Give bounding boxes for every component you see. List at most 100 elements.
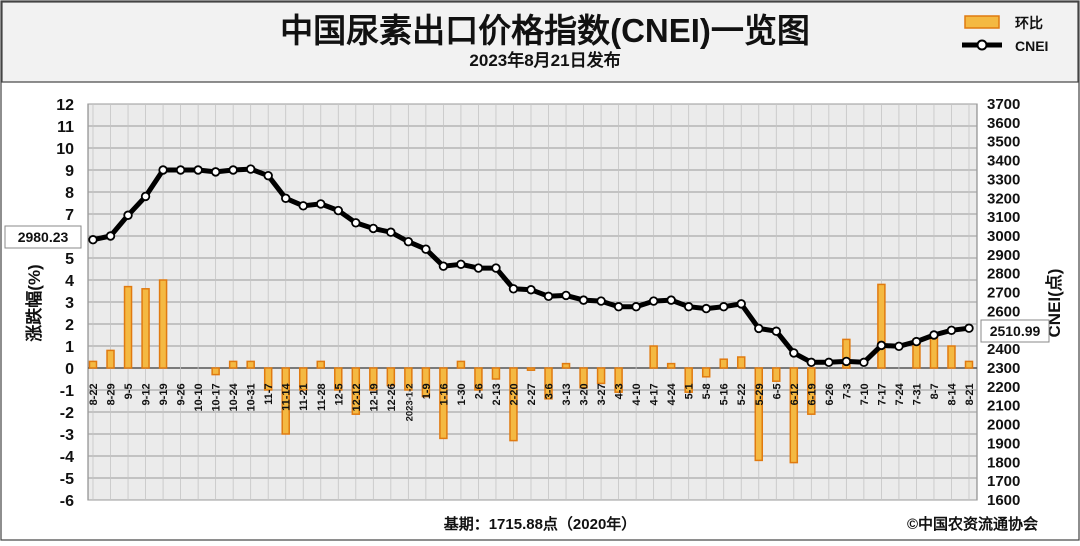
left-tick-label: -4 xyxy=(60,449,74,466)
cnei-point xyxy=(140,191,151,202)
x-tick-label: 5-8 xyxy=(701,383,713,399)
legend-line-marker xyxy=(976,39,988,51)
x-tick-label: 4-17 xyxy=(649,383,661,405)
right-tick-label: 1800 xyxy=(987,454,1020,471)
bar xyxy=(526,367,536,371)
left-tick-label: 7 xyxy=(65,207,74,224)
cnei-point xyxy=(701,303,711,314)
start-callout-box xyxy=(4,225,82,249)
right-tick-label: 3600 xyxy=(987,115,1020,132)
right-tick-label: 3700 xyxy=(987,96,1020,113)
left-tick-label: 2 xyxy=(65,317,74,334)
x-tick-label: 7-17 xyxy=(876,383,888,405)
bar xyxy=(404,367,413,391)
left-tick-label: -6 xyxy=(60,493,74,510)
x-tick-label: 12-5 xyxy=(333,383,345,405)
cnei-point xyxy=(491,263,501,273)
cnei-point xyxy=(351,218,361,228)
bar xyxy=(211,367,220,376)
x-tick-label: 9-5 xyxy=(123,383,135,399)
cnei-point xyxy=(245,164,256,174)
cnei-point xyxy=(438,261,449,271)
x-tick-label: 5-16 xyxy=(719,383,731,405)
right-tick-label: 1900 xyxy=(987,435,1020,452)
x-tick-label: 6-5 xyxy=(771,383,783,399)
x-tick-label: 4-3 xyxy=(614,383,626,399)
right-tick-label: 2700 xyxy=(987,285,1020,302)
line-layer xyxy=(88,164,974,368)
x-tick-label: 6-26 xyxy=(824,383,836,405)
x-tick-label: 5-29 xyxy=(754,383,766,405)
end-value-callout: 2510.99 xyxy=(980,319,1050,343)
x-tick-label: 1-30 xyxy=(456,383,468,405)
cnei-point xyxy=(876,340,887,351)
right-tick-label: 2000 xyxy=(987,417,1020,434)
x-tick-label: 3-20 xyxy=(579,383,591,405)
left-tick-label: -3 xyxy=(60,427,74,444)
bar xyxy=(807,367,816,415)
bar xyxy=(736,356,746,369)
x-tick-label: 7-24 xyxy=(894,383,906,406)
left-tick-label: 4 xyxy=(65,273,74,290)
x-tick-label: 2-13 xyxy=(491,383,503,405)
cnei-point xyxy=(719,302,729,312)
cnei-point xyxy=(210,167,221,177)
right-tick-label: 2600 xyxy=(987,303,1020,320)
bar xyxy=(263,367,273,391)
left-tick-label: 10 xyxy=(56,141,74,158)
cnei-point xyxy=(193,165,203,175)
right-tick-label: 1600 xyxy=(987,492,1020,509)
cnei-point xyxy=(543,291,554,302)
left-tick-label: 11 xyxy=(57,119,74,136)
x-tick-label: 10-10 xyxy=(193,383,205,411)
bar xyxy=(316,360,326,369)
x-tick-label: 9-12 xyxy=(141,383,153,405)
x-tick-label: 6-19 xyxy=(806,383,818,405)
right-tick-label: 2400 xyxy=(987,341,1020,358)
cnei-point xyxy=(228,165,238,175)
right-tick-label: 3300 xyxy=(987,171,1020,188)
bar xyxy=(579,367,588,389)
bar xyxy=(228,360,238,369)
x-tick-label: 10-17 xyxy=(211,383,223,411)
cnei-point xyxy=(789,348,799,358)
left-tick-label: -2 xyxy=(60,405,74,422)
x-tick-label: 8-7 xyxy=(929,383,941,399)
bar xyxy=(106,349,115,369)
cnei-point xyxy=(894,341,904,352)
left-axis-title: 涨跌幅(%) xyxy=(24,264,44,341)
cnei-point xyxy=(333,205,343,216)
bar xyxy=(789,367,799,464)
x-tick-label: 7-10 xyxy=(859,383,871,405)
right-tick-label: 3200 xyxy=(987,190,1020,207)
bar xyxy=(701,367,711,378)
x-tick-label: 11-14 xyxy=(281,383,293,411)
x-tick-label: 2-6 xyxy=(473,383,485,399)
bar xyxy=(158,279,168,369)
left-tick-label: 8 xyxy=(65,185,74,202)
cnei-point xyxy=(473,263,484,273)
legend-line-label: CNEI xyxy=(1015,38,1048,54)
x-tick-label: 12-12 xyxy=(351,383,363,411)
cnei-point xyxy=(736,299,746,309)
x-tick-label: 7-3 xyxy=(841,383,853,399)
cnei-point xyxy=(666,295,676,305)
cnei-point xyxy=(578,295,589,305)
start-value-label: 2980.23 xyxy=(18,229,69,245)
bar xyxy=(596,367,606,385)
bar xyxy=(351,367,361,415)
bar xyxy=(474,367,483,391)
cnei-point xyxy=(123,210,133,220)
right-tick-label: 2100 xyxy=(987,398,1020,415)
bar xyxy=(509,367,518,442)
x-tick-label: 8-22 xyxy=(88,383,100,405)
x-tick-label: 8-29 xyxy=(106,383,118,405)
legend: 环比 CNEI xyxy=(962,15,1048,54)
x-tick-label: 5-22 xyxy=(736,383,748,405)
bar xyxy=(842,338,851,369)
x-tick-label: 5-1 xyxy=(684,383,696,399)
bar xyxy=(421,367,431,398)
